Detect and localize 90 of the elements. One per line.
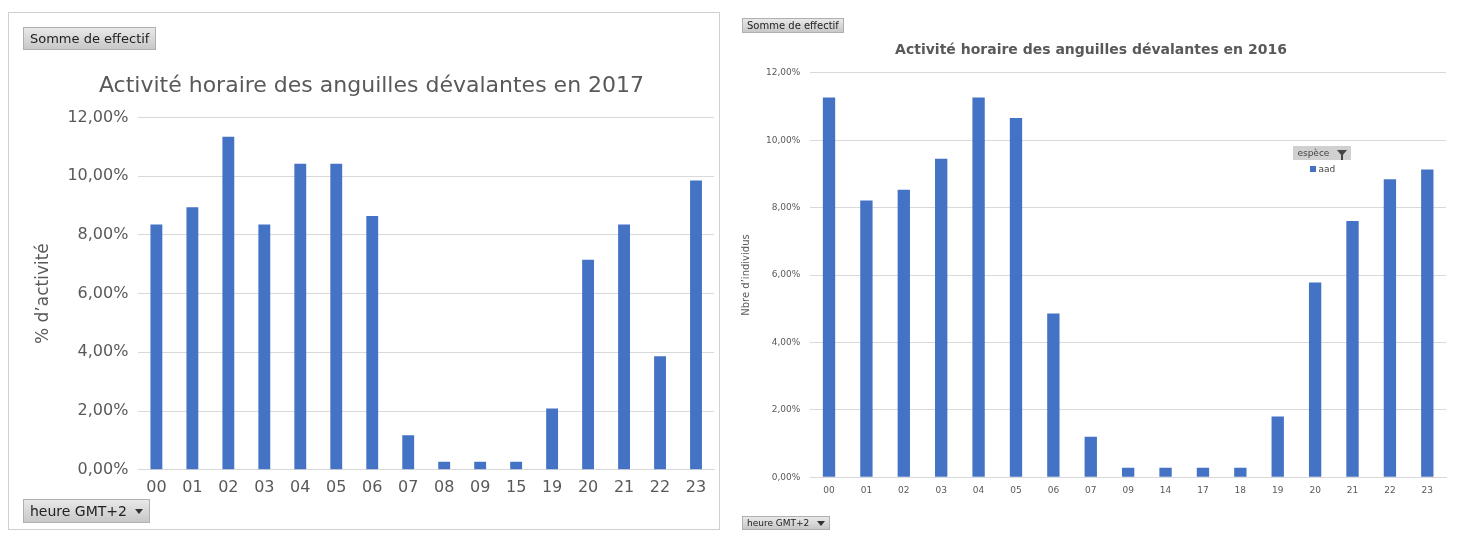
bar xyxy=(1271,416,1284,477)
y-tick-label: 10,00% xyxy=(67,165,129,185)
bar xyxy=(1383,179,1397,477)
bar xyxy=(150,224,163,470)
bar xyxy=(330,163,343,470)
x-tick-label: 15 xyxy=(505,476,527,496)
x-tick-label: 05 xyxy=(326,476,347,496)
x-tick-label: 20 xyxy=(577,476,599,496)
text: heure GMT+2 xyxy=(30,503,127,519)
x-tick-label: 14 xyxy=(1159,484,1172,495)
y-tick-label: 12,00% xyxy=(765,67,801,78)
x-tick-label: 09 xyxy=(1122,484,1135,495)
x-tick-label: 07 xyxy=(398,476,419,496)
bar xyxy=(438,461,451,470)
text: Somme de effectif xyxy=(747,20,839,31)
bar xyxy=(474,461,487,470)
x-tick-label: 04 xyxy=(972,484,985,495)
bar xyxy=(1308,282,1322,477)
bar xyxy=(1084,436,1097,477)
bar xyxy=(366,216,379,470)
bar xyxy=(510,461,523,470)
bar xyxy=(897,189,910,477)
x-tick-label: 02 xyxy=(218,476,239,496)
bar xyxy=(972,97,985,477)
legend-title: espèce xyxy=(1297,147,1330,158)
text: heure GMT+2 xyxy=(747,518,810,528)
text: Somme de effectif xyxy=(30,31,150,46)
x-tick-label: 03 xyxy=(254,476,275,496)
x-tick-label: 05 xyxy=(1010,484,1022,495)
x-tick-label: 21 xyxy=(1346,484,1359,495)
x-tick-label: 19 xyxy=(541,476,563,496)
x-tick-label: 02 xyxy=(898,484,910,495)
bar xyxy=(860,200,873,477)
x-tick-label: 22 xyxy=(1384,484,1396,495)
bar xyxy=(1009,117,1023,477)
y-tick-label: 6,00% xyxy=(771,269,801,280)
bar xyxy=(935,158,948,477)
bar xyxy=(258,224,271,470)
y-tick-label: 0,00% xyxy=(771,471,801,482)
legend-label: aad xyxy=(1318,163,1336,174)
bar xyxy=(1159,467,1172,477)
bar xyxy=(690,180,702,470)
y-tick-label: 6,00% xyxy=(77,282,129,302)
x-tick-label: 01 xyxy=(860,484,873,495)
bar xyxy=(822,97,836,477)
bar xyxy=(582,259,595,470)
y-tick-label: 2,00% xyxy=(77,400,129,420)
bar xyxy=(1196,467,1210,477)
bar xyxy=(1421,169,1434,477)
x-tick-label: 23 xyxy=(1421,484,1434,495)
x-tick-label: 22 xyxy=(649,476,671,496)
x-tick-label: 01 xyxy=(182,476,203,496)
y-axis-title: Nbre d’individus xyxy=(739,234,751,316)
x-tick-label: 21 xyxy=(613,476,635,496)
x-tick-label: 17 xyxy=(1197,484,1209,495)
x-tick-label: 18 xyxy=(1234,484,1247,495)
y-tick-label: 2,00% xyxy=(771,404,801,415)
x-tick-label: 06 xyxy=(1047,484,1060,495)
x-tick-label: 07 xyxy=(1085,484,1097,495)
y-tick-label: 8,00% xyxy=(771,201,801,212)
y-tick-label: 0,00% xyxy=(77,458,129,478)
bar xyxy=(546,408,559,470)
bar xyxy=(1234,467,1247,477)
chart-title: Activité horaire des anguilles dévalantes en 2017 xyxy=(98,71,645,97)
y-tick-label: 4,00% xyxy=(771,336,801,347)
bar xyxy=(1346,221,1359,477)
x-tick-label: 09 xyxy=(469,476,491,496)
y-tick-label: 10,00% xyxy=(765,134,801,145)
bar xyxy=(1047,313,1060,477)
bar xyxy=(186,207,199,470)
y-tick-label: 12,00% xyxy=(67,106,129,126)
y-tick-label: 4,00% xyxy=(77,341,129,361)
bar xyxy=(402,435,415,470)
y-axis-title: % d’activité xyxy=(31,243,52,345)
x-tick-label: 00 xyxy=(823,484,836,495)
x-tick-label: 08 xyxy=(434,476,455,496)
x-tick-label: 23 xyxy=(685,476,707,496)
bar xyxy=(1121,467,1135,477)
bar xyxy=(654,356,666,470)
x-tick-label: 00 xyxy=(146,476,167,496)
bar xyxy=(222,136,235,470)
x-tick-label: 20 xyxy=(1309,484,1322,495)
x-tick-label: 19 xyxy=(1272,484,1284,495)
x-tick-label: 06 xyxy=(362,476,383,496)
bar xyxy=(618,224,630,470)
chart-title: Activité horaire des anguilles dévalantes en 2016 xyxy=(895,41,1287,58)
bar xyxy=(294,163,307,470)
x-tick-label: 03 xyxy=(935,484,947,495)
y-tick-label: 8,00% xyxy=(77,224,129,244)
x-tick-label: 04 xyxy=(290,476,311,496)
